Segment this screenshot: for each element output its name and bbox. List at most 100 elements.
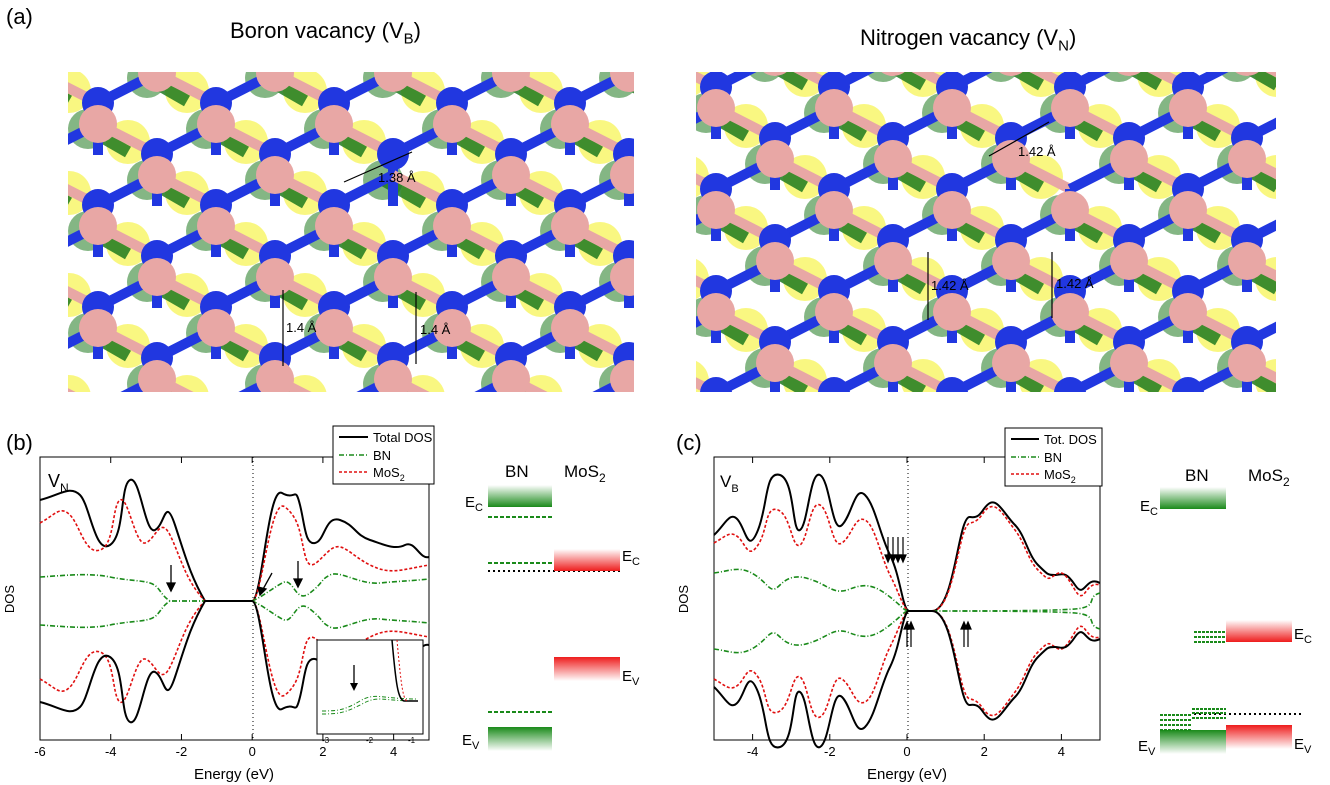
mos2-label: MoS2: [1248, 466, 1290, 489]
boron-atom: [933, 293, 971, 331]
mos2-label: MoS2: [564, 462, 606, 485]
series-line: [39, 573, 430, 602]
boron-vacancy-title: Boron vacancy (VB): [230, 18, 421, 48]
boron-atom: [933, 191, 971, 229]
series-line: [39, 478, 430, 602]
boron-atom: [1110, 242, 1148, 280]
boron-atom: [999, 72, 1023, 76]
boron-atom: [492, 360, 530, 392]
boron-atom: [138, 72, 176, 92]
mo-s-bond: [1242, 72, 1276, 91]
boron-atom: [1228, 140, 1266, 178]
boron-atom: [610, 258, 634, 296]
boron-atom: [256, 360, 294, 392]
boron-atom: [763, 72, 787, 76]
series-line: [713, 610, 1101, 718]
boron-atom: [815, 293, 853, 331]
boron-atom: [374, 360, 412, 392]
boron-atom: [1110, 344, 1148, 382]
nitrogen-atom: [700, 377, 732, 392]
legend: Total DOS BN MoS2: [332, 425, 435, 485]
nitrogen-atom: [1054, 377, 1086, 392]
boron-atom: [1228, 242, 1266, 280]
boron-atom: [1051, 293, 1089, 331]
bond-length-bar: [343, 151, 413, 183]
boron-atom: [874, 344, 912, 382]
x-axis-label: Energy (eV): [867, 766, 947, 783]
boron-vacancy-structure: 1.38 Å 1.4 Å 1.4 Å: [68, 72, 634, 392]
x-tick-label: 2: [319, 744, 326, 759]
x-tick-label: -6: [34, 744, 46, 759]
nitrogen-atom: [377, 138, 409, 170]
boron-atom: [992, 344, 1030, 382]
panel-a-letter: (a): [6, 4, 33, 29]
ec-label: EC: [1140, 498, 1158, 518]
boron-atom: [433, 207, 471, 245]
boron-atom: [492, 72, 530, 92]
legend: Tot. DOS BN MoS2: [1004, 427, 1103, 487]
bond-length-label: 1.42 Å: [1018, 144, 1056, 159]
inset-tick: -2: [366, 736, 374, 745]
boron-atom: [433, 105, 471, 143]
boron-atom: [610, 72, 634, 92]
ec-label: EC: [465, 494, 483, 514]
boron-atom: [492, 258, 530, 296]
boron-atom: [374, 72, 412, 92]
mo-s-bond: [1124, 72, 1162, 91]
series-line: [713, 610, 1101, 749]
nitrogen-atom: [818, 377, 850, 392]
x-tick-label: 0: [249, 744, 256, 759]
sulfur-atom: [68, 375, 91, 392]
boron-atom: [315, 105, 353, 143]
ev-label: EV: [1138, 738, 1156, 758]
boron-atom: [874, 140, 912, 178]
boron-atom: [138, 156, 176, 194]
bond-length-label: 1.38 Å: [378, 170, 416, 185]
dos-plot-vn: -6 -4 -2 0 2 4 DOS Energy (eV) VN Total DOS B…: [2, 425, 640, 783]
boron-atom: [374, 258, 412, 296]
ev-mos2-label: EV: [622, 668, 640, 688]
boron-atom: [138, 360, 176, 392]
boron-atom: [610, 156, 634, 194]
boron-atom: [815, 89, 853, 127]
series-line: [39, 600, 430, 629]
x-tick-label: 4: [390, 744, 397, 759]
arrow-markers: [165, 561, 304, 597]
plot-frame: [39, 456, 430, 741]
bn-label: BN: [1185, 466, 1209, 485]
boron-atom: [315, 207, 353, 245]
boron-atom: [697, 191, 735, 229]
bond-length-label: 1.4 Å: [286, 320, 317, 335]
x-tick-label: -2: [176, 744, 188, 759]
nitrogen-vacancy-structure: 1.42 Å 1.42 Å 1.42 Å: [696, 72, 1276, 392]
inset-tick: -1: [408, 736, 416, 745]
legend-label: BN: [1044, 450, 1062, 465]
bond-length-bar: [988, 121, 1050, 157]
boron-atom: [256, 156, 294, 194]
boron-atom: [79, 105, 117, 143]
mo-s-bond: [770, 72, 808, 91]
boron-atom: [433, 309, 471, 347]
boron-atom: [610, 360, 634, 392]
boron-atom: [256, 72, 294, 92]
boron-atom: [1051, 89, 1089, 127]
legend-label: MoS2: [1044, 467, 1076, 485]
panel-b-letter: (b): [6, 430, 33, 455]
boron-atom: [874, 242, 912, 280]
boron-atom: [1117, 72, 1141, 76]
mo-s-bond: [1006, 72, 1044, 91]
x-tick-label: 4: [1058, 744, 1065, 759]
mo-s-bond: [888, 72, 926, 91]
boron-atom: [1110, 140, 1148, 178]
x-tick-label: -4: [747, 744, 759, 759]
boron-atom: [315, 309, 353, 347]
legend-label: BN: [373, 448, 391, 463]
boron-atom: [697, 89, 735, 127]
nitrogen-atom: [936, 377, 968, 392]
boron-atom: [881, 72, 905, 76]
ev-label: EV: [462, 732, 480, 752]
boron-atom: [551, 309, 589, 347]
series-line: [713, 568, 1101, 612]
x-tick-label: 0: [903, 744, 910, 759]
ev-mos2-label: EV: [1294, 736, 1312, 756]
